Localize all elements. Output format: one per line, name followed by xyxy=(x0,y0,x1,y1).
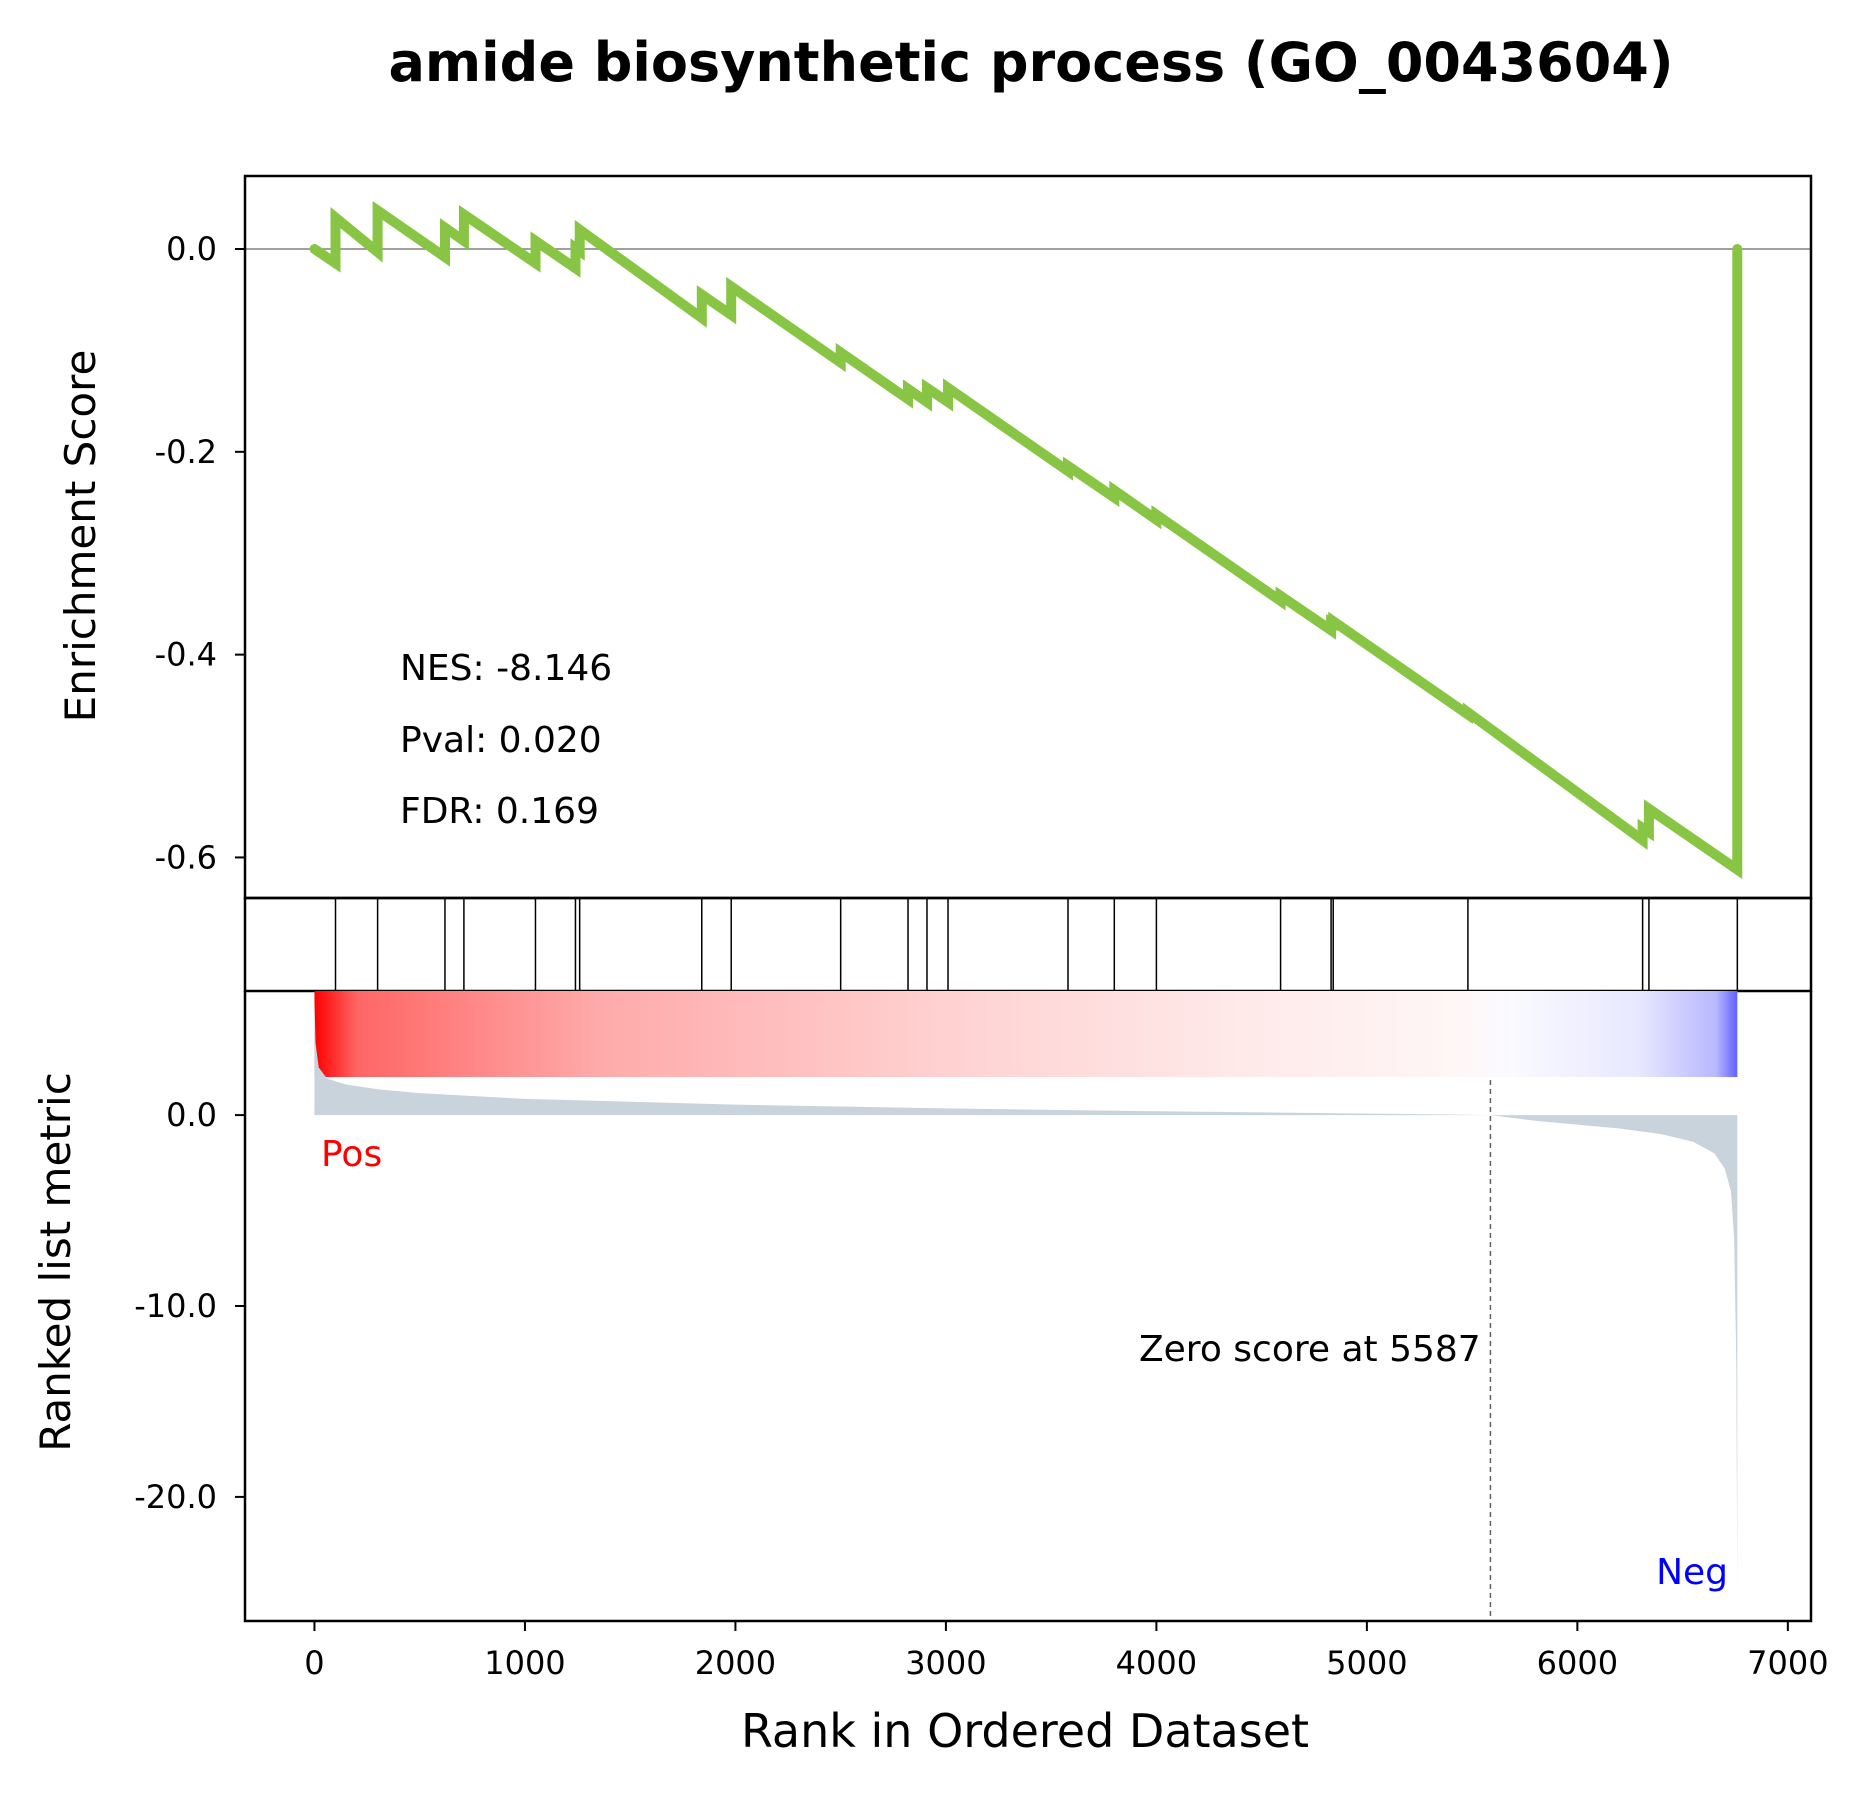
es-y-tick-label: -0.6 xyxy=(155,838,217,876)
x-tick-label: 6000 xyxy=(1537,1644,1618,1682)
rank-y-tick-label: -10.0 xyxy=(134,1287,217,1325)
x-tick-label: 0 xyxy=(304,1644,324,1682)
rank-y-tick-label: 0.0 xyxy=(166,1096,217,1134)
zero-score-label: Zero score at 5587 xyxy=(1139,1329,1481,1370)
hits-frame xyxy=(243,896,1813,993)
x-tick-label: 1000 xyxy=(484,1644,565,1682)
x-tick-label: 7000 xyxy=(1747,1644,1828,1682)
x-axis-label: Rank in Ordered Dataset xyxy=(741,1704,1309,1758)
neg-label: Neg xyxy=(1656,1552,1728,1593)
es-y-ticks: 0.0 -0.2 -0.4 -0.6 xyxy=(155,230,245,876)
rank-y-tick-label: -20.0 xyxy=(134,1478,217,1516)
rank-panel: Zero score at 5587 Pos Neg 0.0 -10.0 -20.0… xyxy=(31,991,1813,1623)
rank-colorbar xyxy=(314,991,1738,1077)
rank-y-ticks: 0.0 -10.0 -20.0 xyxy=(134,1096,245,1516)
rank-frame xyxy=(243,991,1813,1623)
pval-text: Pval: 0.020 xyxy=(400,720,602,761)
fdr-text: FDR: 0.169 xyxy=(400,791,599,832)
es-y-label: Enrichment Score xyxy=(56,350,105,723)
es-y-tick-label: -0.4 xyxy=(155,636,217,674)
es-y-tick-label: 0.0 xyxy=(166,230,217,268)
x-tick-label: 2000 xyxy=(695,1644,776,1682)
x-tick-label: 3000 xyxy=(905,1644,986,1682)
es-line xyxy=(309,200,1743,880)
x-ticks: 0 1000 2000 3000 4000 5000 6000 7000 xyxy=(304,1621,1829,1682)
rank-metric-area xyxy=(314,1000,1738,1593)
rank-y-label: Ranked list metric xyxy=(31,1072,80,1452)
hits-panel xyxy=(243,896,1813,993)
x-tick-label: 4000 xyxy=(1116,1644,1197,1682)
es-y-tick-label: -0.2 xyxy=(155,433,217,471)
hit-lines xyxy=(334,898,1739,991)
x-tick-label: 5000 xyxy=(1326,1644,1407,1682)
pos-label: Pos xyxy=(321,1134,382,1175)
es-panel: 0.0 -0.2 -0.4 -0.6 Enrichment Score NES: -8… xyxy=(56,174,1813,900)
chart-title: amide biosynthetic process (GO_0043604) xyxy=(388,31,1673,94)
nes-text: NES: -8.146 xyxy=(400,648,612,689)
